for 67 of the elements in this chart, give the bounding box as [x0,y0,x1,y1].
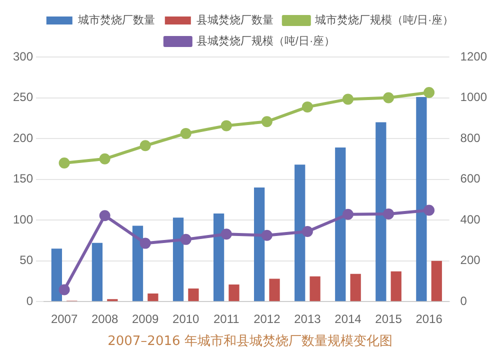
point [261,116,272,128]
point [302,101,313,112]
point [180,234,192,245]
y-tick-label: 250 [12,90,34,104]
y-tick-label: 100 [12,212,34,226]
x-tick-label: 2008 [91,312,118,326]
bar [188,288,199,302]
x-tick-label: 2007 [50,312,78,326]
x-tick-label: 2009 [132,312,160,326]
point [342,94,354,105]
bar [92,242,103,302]
y2-tick-label: 0 [460,294,468,308]
point [58,157,70,168]
point [180,128,192,139]
legend-label: 县城焚烧厂规模（吨/日·座） [196,34,336,48]
bar [269,278,280,302]
point [342,208,354,220]
legend-label: 城市焚烧厂规模（吨/日·座） [314,14,454,27]
y-tick-label: 300 [12,49,34,64]
y-tick-label: 150 [12,172,34,186]
bar [51,248,62,302]
point [220,228,232,240]
x-tick-label: 2016 [416,312,443,326]
bar [416,96,427,302]
x-tick-label: 2013 [294,312,322,326]
point [302,226,313,237]
bar [172,218,184,302]
x-tick-label: 2012 [254,312,281,326]
y2-tick-label: 600 [460,172,481,186]
point [99,153,110,164]
y2-tick-label: 800 [460,130,481,145]
y2-tick-label: 400 [460,212,481,226]
bar [254,187,265,302]
point [424,204,435,216]
y-tick-label: 50 [20,253,34,268]
point [140,140,151,152]
x-tick-label: 2014 [334,312,362,326]
y2-tick-label: 200 [460,253,481,268]
bar [335,148,346,302]
bar [132,226,144,302]
bar [310,276,320,302]
bar [376,122,386,302]
point [220,120,232,132]
point [140,238,151,249]
bar [148,293,158,302]
y2-tick-label: 1200 [460,49,488,64]
text: 2007–2016 年城市和县城焚烧厂数量规模变化图 [106,333,394,350]
bar [350,274,361,302]
y-tick-label: 200 [12,130,34,145]
bar [228,284,240,302]
x-tick-label: 2015 [375,312,402,326]
y-tick-label: 0 [26,294,34,308]
point [99,210,110,222]
x-tick-label: 2011 [213,312,240,326]
point [383,92,394,104]
x-tick-label: 2010 [172,312,200,326]
point [58,284,70,296]
bar [213,214,224,302]
legend-label: 县城焚烧厂数量 [196,14,274,27]
point [261,230,272,241]
bar [431,260,442,302]
bar [390,271,402,302]
point [383,208,394,220]
legend-label: 城市焚烧厂数量 [76,14,155,27]
point [424,86,435,98]
y2-tick-label: 1000 [460,90,488,104]
bar [294,164,306,302]
